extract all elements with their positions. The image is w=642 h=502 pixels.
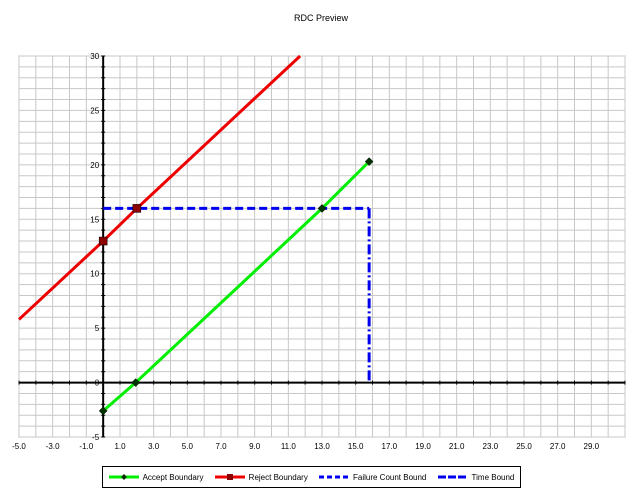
accept-marker <box>364 157 374 166</box>
accept-marker <box>317 204 327 213</box>
x-tick-label: 3.0 <box>148 442 160 451</box>
x-tick-label: 11.0 <box>281 442 297 451</box>
x-tick-label: 17.0 <box>382 442 398 451</box>
x-tick-label: -5.0 <box>12 442 26 451</box>
x-tick-label: 15.0 <box>348 442 364 451</box>
x-tick-label: -3.0 <box>46 442 60 451</box>
legend-label: Failure Count Bound <box>352 472 427 482</box>
series-line-1 <box>17 54 302 321</box>
legend-item: Reject Boundary <box>214 472 308 482</box>
legend: Accept Boundary Reject Boundary Failure Co… <box>102 466 521 488</box>
x-tick-label: 13.0 <box>314 442 330 451</box>
x-tick-label: 29.0 <box>584 442 600 451</box>
legend-item: Accept Boundary <box>108 472 204 482</box>
legend-item: Time Bound <box>437 472 515 482</box>
x-tick-label: 7.0 <box>215 442 227 451</box>
y-tick-label: 30 <box>90 52 99 61</box>
x-tick-label: 5.0 <box>182 442 194 451</box>
legend-swatch <box>108 474 139 480</box>
x-tick-label: 19.0 <box>415 442 431 451</box>
legend-label: Reject Boundary <box>248 472 308 482</box>
x-tick-label: 25.0 <box>516 442 532 451</box>
y-tick-label: 25 <box>90 106 99 115</box>
x-tick-label: -1.0 <box>79 442 93 451</box>
legend-swatch <box>318 475 349 479</box>
x-tick-label: 23.0 <box>483 442 499 451</box>
x-tick-label: 21.0 <box>449 442 465 451</box>
y-tick-label: 5 <box>95 324 100 333</box>
y-tick-label: 0 <box>95 379 100 388</box>
legend-swatch <box>437 475 468 479</box>
series-line-0 <box>102 160 371 413</box>
accept-marker <box>98 406 108 416</box>
x-tick-label: 1.0 <box>114 442 126 451</box>
x-tick-label: 9.0 <box>249 442 261 451</box>
legend-label: Accept Boundary <box>142 472 204 482</box>
chart-title: RDC Preview <box>293 13 348 23</box>
legend-item: Failure Count Bound <box>318 472 427 482</box>
y-tick-label: 20 <box>90 161 99 170</box>
legend-label: Time Bound <box>471 472 515 482</box>
y-tick-label: -5 <box>92 433 100 442</box>
y-tick-label: 15 <box>90 215 99 224</box>
x-tick-label: 27.0 <box>550 442 566 451</box>
reject-marker <box>98 236 108 246</box>
y-tick-label: 10 <box>90 270 99 279</box>
reject-marker <box>132 204 142 213</box>
legend-swatch <box>214 474 245 480</box>
accept-marker <box>131 378 141 387</box>
